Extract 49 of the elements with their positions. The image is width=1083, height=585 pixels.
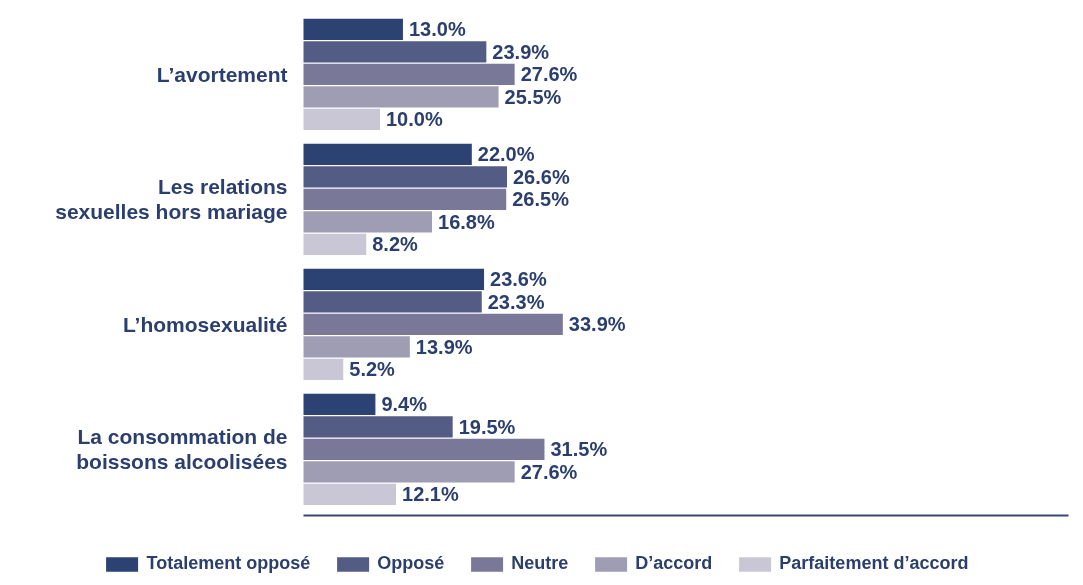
- data-label: 22.0%: [477, 143, 535, 166]
- data-label: 25.5%: [504, 85, 562, 108]
- data-label: 9.4%: [381, 393, 428, 416]
- data-label: 27.6%: [520, 63, 578, 86]
- legend-label: D’accord: [635, 553, 713, 574]
- bar: [303, 416, 453, 438]
- data-label: 27.6%: [520, 460, 578, 483]
- data-label: 31.5%: [550, 438, 608, 461]
- legend-label: Opposé: [377, 553, 445, 574]
- bar: [303, 268, 485, 290]
- bar: [303, 233, 367, 255]
- y-tick-label: Les relations sexuelles hors mariage: [55, 175, 288, 224]
- bar: [303, 86, 499, 108]
- data-label: 23.9%: [492, 40, 550, 63]
- bar: [303, 393, 376, 415]
- bar: [303, 336, 410, 358]
- data-label: 13.9%: [415, 335, 473, 358]
- data-label: 12.1%: [402, 483, 459, 506]
- bar: [303, 63, 515, 85]
- y-tick-label: La consommation de boissons alcoolisées: [76, 425, 288, 474]
- data-label: 16.8%: [438, 210, 495, 233]
- legend-label: Totalement opposé: [146, 553, 311, 574]
- data-label: 10.0%: [386, 108, 443, 131]
- data-label: 5.2%: [349, 358, 396, 381]
- bar: [303, 438, 545, 460]
- data-label: 8.2%: [372, 233, 419, 256]
- data-label: 23.6%: [490, 268, 547, 291]
- data-label: 23.3%: [487, 290, 545, 313]
- data-label: 33.9%: [568, 313, 626, 336]
- bar: [303, 313, 563, 335]
- bar: [303, 166, 507, 188]
- legend-label: Parfaitement d’accord: [779, 553, 969, 574]
- y-tick-label: L’avortement: [156, 62, 288, 86]
- bar: [303, 291, 482, 313]
- data-label: 26.6%: [512, 165, 570, 188]
- bar: [303, 358, 344, 380]
- data-label: 19.5%: [458, 415, 516, 438]
- data-label: 13.0%: [408, 18, 466, 41]
- bar: [303, 143, 472, 165]
- bar: [303, 483, 397, 505]
- bar: [303, 18, 403, 40]
- data-label: 26.5%: [512, 188, 570, 211]
- bar: [303, 41, 487, 63]
- bar: [303, 461, 515, 483]
- legend-label: Neutre: [511, 553, 569, 574]
- y-tick-label: L’homosexualité: [122, 312, 288, 336]
- bar: [303, 108, 380, 130]
- bar: [303, 211, 433, 233]
- bar: [303, 188, 507, 210]
